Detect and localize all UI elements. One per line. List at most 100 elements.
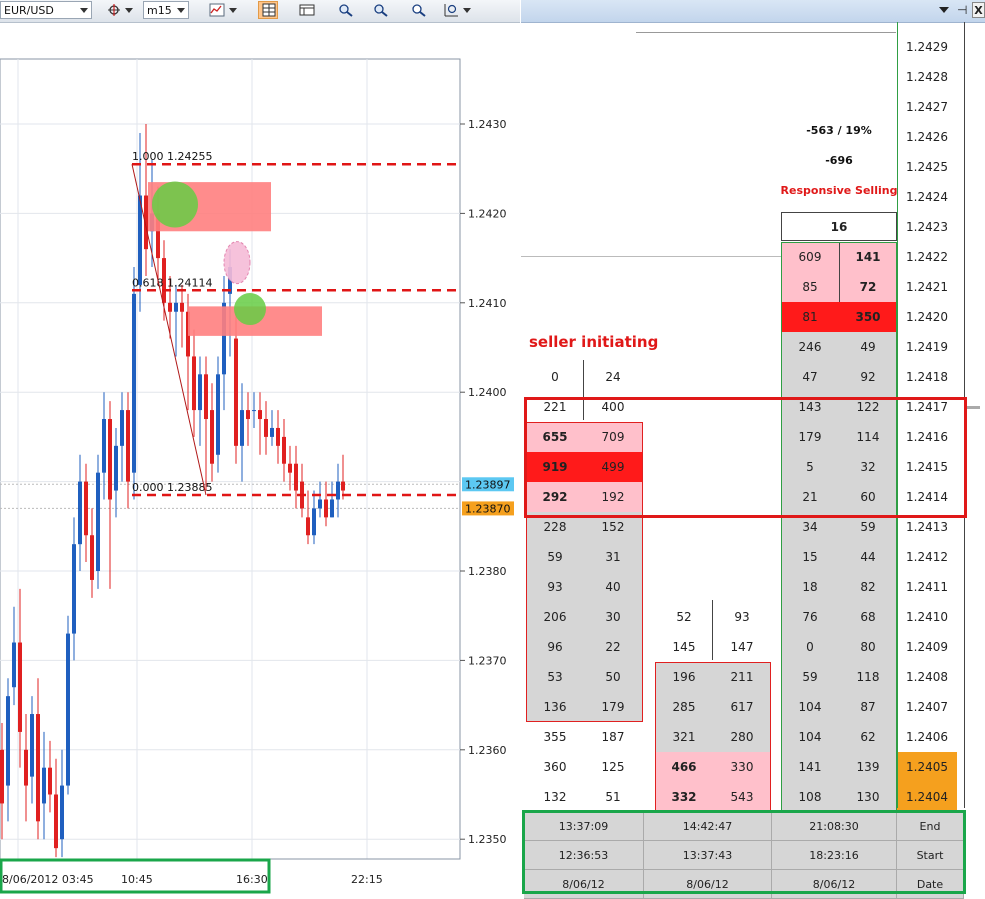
candle-down (204, 374, 208, 420)
candle-down (90, 535, 94, 580)
price-level[interactable]: 1.2422 (906, 250, 948, 264)
dom-title-bar: ⊣ X (521, 0, 985, 23)
zoom-in-button[interactable] (335, 1, 355, 19)
price-level[interactable]: 1.2421 (906, 280, 948, 294)
ask-volume-cell: 499 (584, 452, 642, 482)
pin-icon[interactable]: ⊣ (957, 3, 968, 17)
price-level[interactable]: 1.2415 (906, 460, 948, 474)
candle-down (24, 749, 28, 786)
timeframe-select[interactable]: m15 (143, 1, 189, 19)
chart-properties-button[interactable] (440, 1, 460, 19)
dom-icon (262, 3, 276, 17)
candle-up (216, 374, 220, 455)
dom-button[interactable] (258, 1, 278, 19)
ask-volume-cell: 68 (839, 602, 897, 632)
chevron-down-icon[interactable] (124, 1, 134, 19)
candle-up (318, 499, 322, 509)
candle-down (48, 767, 52, 795)
ask-volume-cell: 32 (839, 452, 897, 482)
dropdown-icon[interactable] (939, 7, 949, 13)
candle-up (222, 302, 226, 375)
footer-row-label: End (897, 812, 964, 841)
bid-volume-cell: 81 (781, 302, 839, 332)
bid-volume-cell: 332 (655, 782, 713, 812)
price-level[interactable]: 1.2413 (906, 520, 948, 534)
price-level[interactable]: 1.2429 (906, 40, 948, 54)
candle-up (174, 302, 178, 312)
footer-cell: 21:08:30 (772, 812, 897, 841)
price-level[interactable]: 1.2419 (906, 340, 948, 354)
magnifier-chart-icon (444, 4, 458, 17)
candle-down (341, 481, 345, 491)
bid-volume-cell: 104 (781, 722, 839, 752)
price-level[interactable]: 1.2408 (906, 670, 948, 684)
price-level[interactable]: 1.2428 (906, 70, 948, 84)
chevron-down-icon (177, 8, 185, 13)
chart-type-button[interactable] (206, 1, 226, 19)
column-divider (839, 242, 840, 302)
price-level[interactable]: 1.2416 (906, 430, 948, 444)
price-level[interactable]: 1.2423 (906, 220, 948, 234)
price-level[interactable]: 1.2412 (906, 550, 948, 564)
candle-up (72, 544, 76, 634)
price-axis-label: 1.2430 (468, 118, 507, 131)
price-level[interactable]: 1.2405 (897, 752, 957, 782)
bid-volume-cell: 5 (781, 452, 839, 482)
footer-cell: 13:37:43 (644, 841, 772, 870)
price-level[interactable]: 1.2425 (906, 160, 948, 174)
price-level[interactable]: 1.2417 (906, 400, 948, 414)
recent-profile-border (781, 242, 897, 812)
crosshair-tool-button[interactable] (104, 1, 124, 19)
bid-volume-cell: 15 (781, 542, 839, 572)
ask-volume-cell: 22 (584, 632, 642, 662)
ask-price-tag (462, 501, 514, 516)
chevron-down-icon[interactable] (462, 1, 472, 19)
price-level[interactable]: 1.2424 (906, 190, 948, 204)
close-button[interactable]: X (972, 2, 985, 18)
candle-up (330, 499, 334, 518)
candle-up (252, 410, 256, 412)
zoom-out-button[interactable] (370, 1, 390, 19)
candle-down (144, 195, 148, 250)
price-level[interactable]: 1.2420 (906, 310, 948, 324)
price-level[interactable]: 1.2406 (906, 730, 948, 744)
price-level[interactable]: 1.2411 (906, 580, 948, 594)
price-level[interactable]: 1.2427 (906, 100, 948, 114)
price-level[interactable]: 1.2410 (906, 610, 948, 624)
candle-down (324, 499, 328, 518)
bid-volume-cell: 360 (543, 760, 567, 774)
price-level[interactable]: 1.2426 (906, 130, 948, 144)
bid-volume-cell: 919 (526, 452, 584, 482)
symbol-select[interactable]: EUR/USD (0, 1, 92, 19)
price-level[interactable]: 1.2414 (906, 490, 948, 504)
ask-volume-cell: 51 (605, 790, 621, 804)
responsive-selling-label: Responsive Selling (780, 184, 898, 197)
price-level[interactable]: 1.2404 (897, 782, 957, 812)
candle-up (30, 714, 34, 777)
candle-down (210, 410, 214, 464)
bid-volume-cell: 21 (781, 482, 839, 512)
footer-cell: 13:37:09 (524, 812, 644, 841)
bid-price-label: 1.23897 (465, 478, 511, 491)
scroll-button[interactable] (408, 1, 428, 19)
price-level[interactable]: 1.2418 (906, 370, 948, 384)
bid-volume-cell: 47 (781, 362, 839, 392)
price-level[interactable]: 1.2409 (906, 640, 948, 654)
bid-volume-cell: 59 (526, 542, 584, 572)
footer-row-label: Start (897, 841, 964, 870)
bid-volume-cell: 206 (526, 602, 584, 632)
green-circle-marker (152, 181, 198, 228)
seller-initiating-label: seller initiating (529, 333, 659, 351)
chevron-down-icon[interactable] (228, 1, 238, 19)
price-level[interactable]: 1.2407 (906, 700, 948, 714)
candle-down (156, 213, 160, 259)
ask-volume-cell: 30 (584, 602, 642, 632)
candle-down (306, 517, 310, 536)
candle-up (42, 767, 46, 804)
candle-down (234, 338, 238, 446)
footer-cell: 14:42:47 (644, 812, 772, 841)
ask-volume-cell: 211 (713, 662, 771, 692)
column-divider (712, 600, 713, 660)
data-window-button[interactable] (296, 1, 316, 19)
